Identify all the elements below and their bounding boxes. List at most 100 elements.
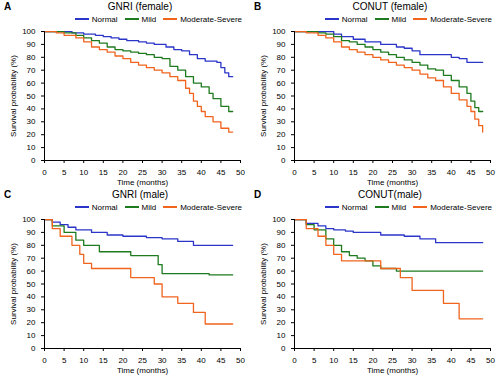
svg-text:90: 90 [27,40,36,49]
html-text:CONUT (female): CONUT (female) [352,1,428,12]
svg-text:50: 50 [486,168,495,177]
svg-text:15: 15 [99,168,108,177]
svg-text:90: 90 [277,40,286,49]
svg-text:100: 100 [22,27,36,36]
svg-text:0: 0 [281,156,286,165]
svg-text:40: 40 [447,168,456,177]
svg-text:50: 50 [27,280,36,289]
svg-text:30: 30 [158,168,167,177]
svg-text:0: 0 [42,168,47,177]
svg-text:50: 50 [236,168,245,177]
svg-text:80: 80 [27,53,36,62]
svg-text:Time (months): Time (months) [117,178,169,187]
svg-text:45: 45 [466,356,475,365]
svg-text:Survival probability (%): Survival probability (%) [259,55,268,137]
svg-text:Time (months): Time (months) [367,366,419,375]
svg-text:5: 5 [312,356,317,365]
svg-text:Survival probability (%): Survival probability (%) [9,55,18,137]
svg-text:40: 40 [277,104,286,113]
svg-text:5: 5 [62,356,67,365]
svg-text:60: 60 [277,79,286,88]
svg-text:15: 15 [349,356,358,365]
svg-text:35: 35 [177,168,186,177]
html-text:GNRI (female): GNRI (female) [107,1,173,12]
svg-text:Survival probability (%): Survival probability (%) [9,243,18,325]
svg-text:80: 80 [27,241,36,250]
svg-text:5: 5 [312,168,317,177]
svg-text:100: 100 [272,27,286,36]
svg-text:25: 25 [388,356,397,365]
svg-text:Time (months): Time (months) [117,366,169,375]
svg-text:30: 30 [27,117,36,126]
svg-text:45: 45 [216,168,225,177]
svg-text:15: 15 [99,356,108,365]
svg-text:40: 40 [27,104,36,113]
svg-text:50: 50 [277,280,286,289]
svg-text:45: 45 [216,356,225,365]
svg-text:25: 25 [388,168,397,177]
svg-text:35: 35 [427,168,436,177]
svg-text:90: 90 [277,228,286,237]
svg-text:30: 30 [408,356,417,365]
svg-text:30: 30 [277,305,286,314]
svg-text:30: 30 [27,305,36,314]
svg-text:10: 10 [277,331,286,340]
svg-text:60: 60 [27,267,36,276]
svg-text:10: 10 [27,143,36,152]
svg-text:60: 60 [27,79,36,88]
svg-text:30: 30 [277,117,286,126]
svg-text:10: 10 [329,356,338,365]
svg-text:15: 15 [349,168,358,177]
svg-text:20: 20 [27,318,36,327]
svg-text:5: 5 [62,168,67,177]
svg-text:50: 50 [27,92,36,101]
svg-text:0: 0 [42,356,47,365]
svg-text:20: 20 [27,130,36,139]
svg-text:30: 30 [408,168,417,177]
svg-text:70: 70 [277,66,286,75]
svg-text:40: 40 [27,292,36,301]
html-text:CONUT(male): CONUT(male) [358,189,422,200]
svg-text:20: 20 [118,356,127,365]
svg-text:20: 20 [277,318,286,327]
svg-text:20: 20 [368,168,377,177]
svg-text:25: 25 [138,168,147,177]
svg-text:10: 10 [27,331,36,340]
svg-text:60: 60 [277,267,286,276]
html-text:GNRI (male): GNRI (male) [111,189,169,200]
svg-text:0: 0 [292,356,297,365]
svg-text:100: 100 [22,215,36,224]
svg-text:20: 20 [118,168,127,177]
svg-text:0: 0 [31,156,36,165]
svg-text:Survival probability (%): Survival probability (%) [259,243,268,325]
svg-text:35: 35 [177,356,186,365]
svg-text:0: 0 [31,344,36,353]
svg-text:Time (months): Time (months) [367,178,419,187]
svg-text:50: 50 [486,356,495,365]
svg-text:50: 50 [236,356,245,365]
svg-text:40: 40 [197,168,206,177]
svg-text:0: 0 [292,168,297,177]
svg-text:20: 20 [368,356,377,365]
svg-text:20: 20 [277,130,286,139]
svg-text:10: 10 [329,168,338,177]
svg-text:40: 40 [447,356,456,365]
svg-text:10: 10 [277,143,286,152]
svg-text:45: 45 [466,168,475,177]
svg-text:70: 70 [27,254,36,263]
svg-text:70: 70 [277,254,286,263]
svg-text:80: 80 [277,241,286,250]
svg-text:10: 10 [79,168,88,177]
svg-text:10: 10 [79,356,88,365]
svg-text:30: 30 [158,356,167,365]
svg-text:50: 50 [277,92,286,101]
svg-text:90: 90 [27,228,36,237]
svg-text:0: 0 [281,344,286,353]
svg-text:35: 35 [427,356,436,365]
svg-text:25: 25 [138,356,147,365]
svg-text:40: 40 [277,292,286,301]
svg-text:40: 40 [197,356,206,365]
svg-text:100: 100 [272,215,286,224]
svg-text:70: 70 [27,66,36,75]
svg-text:80: 80 [277,53,286,62]
